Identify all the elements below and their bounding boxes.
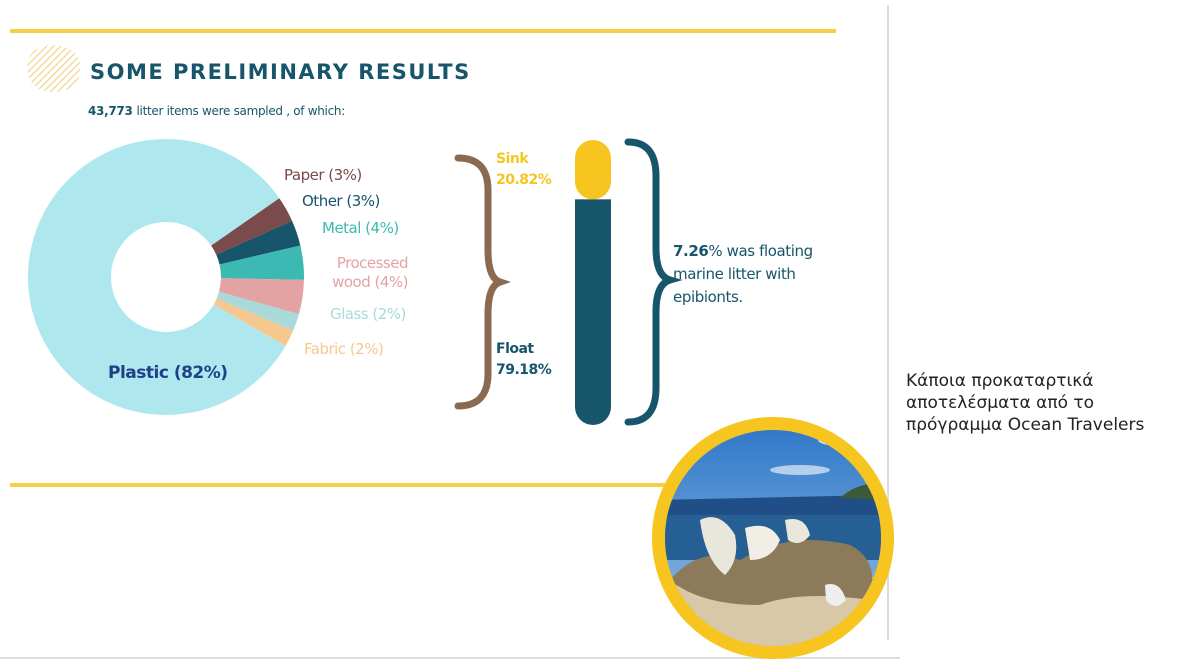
- slice-label: Other (3%): [302, 192, 380, 211]
- slice-label: Processed wood (4%): [318, 254, 408, 292]
- slice-label: Plastic (82%): [108, 364, 228, 383]
- slice-label: Paper (3%): [284, 166, 362, 185]
- annotation: 7.26% was floating marine litter with ep…: [673, 240, 843, 309]
- series-name: Float: [496, 340, 534, 359]
- annotation-number: 7.26: [673, 242, 708, 260]
- brace: [628, 142, 670, 422]
- page: SOME PRELIMINARY RESULTS 43,773 litter it…: [0, 0, 1181, 662]
- subtitle: 43,773 litter items were sampled , of whi…: [88, 104, 345, 118]
- slice-label: Glass (2%): [330, 305, 406, 324]
- photo: [652, 417, 894, 660]
- series-value: 20.82%: [496, 171, 551, 190]
- caption-line: πρόγραμμα Ocean Travelers: [906, 414, 1144, 436]
- caption-line: αποτελέσματα από το: [906, 392, 1144, 414]
- subtitle-number: 43,773: [88, 104, 133, 118]
- caption: Κάποια προκαταρτικά αποτελέσματα από το …: [906, 370, 1144, 436]
- bar-segment: [575, 199, 611, 425]
- caption-line: Κάποια προκαταρτικά: [906, 370, 1144, 392]
- brace: [458, 158, 500, 406]
- infographic: [0, 0, 1181, 662]
- series-value: 79.18%: [496, 361, 551, 380]
- bar-segment: [575, 140, 611, 199]
- slice-label: Fabric (2%): [304, 340, 383, 359]
- bar-joint: [575, 199, 611, 217]
- slice-label: Metal (4%): [322, 219, 399, 238]
- subtitle-text: litter items were sampled , of which:: [137, 104, 345, 118]
- chart-title: SOME PRELIMINARY RESULTS: [90, 60, 471, 84]
- series-name: Sink: [496, 150, 528, 169]
- decor: [28, 45, 81, 92]
